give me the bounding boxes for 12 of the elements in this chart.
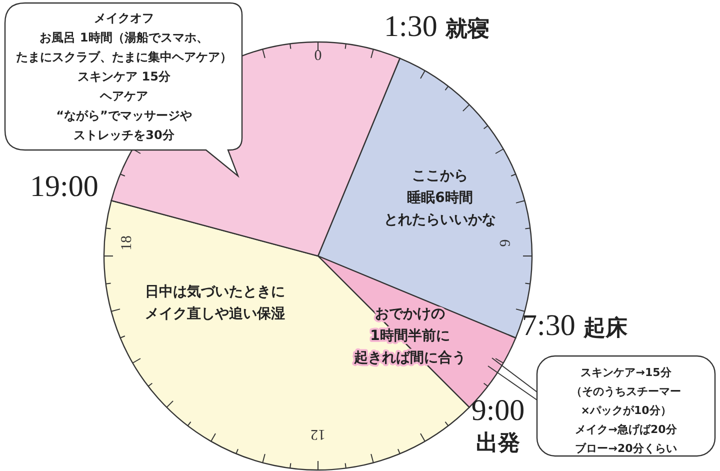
slice-label: ここから睡眠6時間とれたらいいかな bbox=[384, 168, 496, 228]
text: スキンケア→15分（そのうちスチーマー×パックが10分）メイク→急げば20分ブロー→20分くらい bbox=[571, 366, 681, 455]
text: 9:00 出発 bbox=[471, 394, 525, 456]
text: 6 bbox=[496, 239, 512, 248]
text: 19:00 bbox=[30, 170, 98, 203]
legend-label: 日中は気づいたときにメイク直しや追い保湿 bbox=[145, 284, 285, 322]
text: 12 bbox=[310, 426, 326, 442]
text: メイクオフお風呂 1時間（湯船でスマホ、たまにスクラブ、たまに集中ヘアケア）スキンケア 15分ヘアケア“ながら”でマッサージやストレッチを30分 bbox=[16, 11, 232, 142]
text: 18 bbox=[119, 236, 135, 250]
text: 0 bbox=[314, 48, 322, 64]
text: 7:30 起床 bbox=[522, 309, 628, 342]
text: 1:30 就寝 bbox=[384, 10, 490, 43]
